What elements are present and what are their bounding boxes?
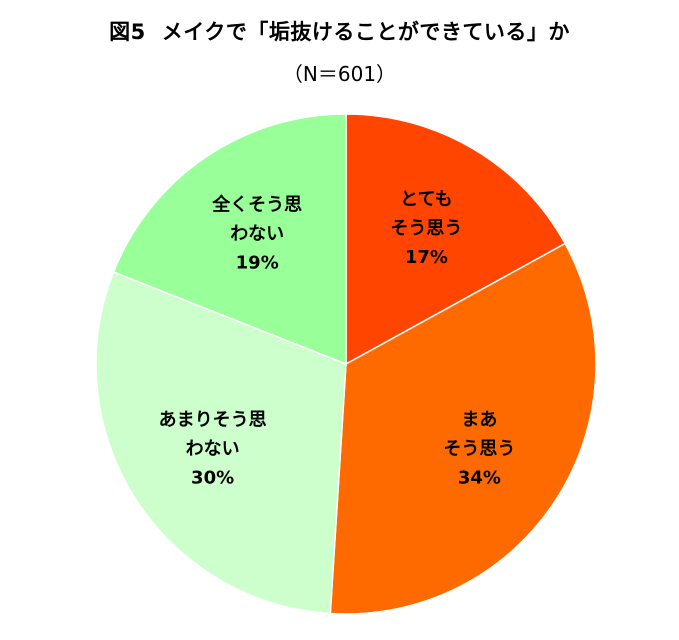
chart-title: 図5 メイクで「垢抜けることができている」か bbox=[0, 16, 679, 46]
slice-label-1: まあそう思う 34% bbox=[443, 410, 515, 489]
slice-percent: 34% bbox=[458, 468, 501, 489]
slice-category-line: わない bbox=[186, 439, 240, 460]
figure-number: 図5 bbox=[109, 20, 146, 44]
pie-slices bbox=[95, 113, 597, 615]
slice-label-3: 全くそう思わない 19% bbox=[211, 193, 302, 273]
chart-subtitle: （N＝601） bbox=[282, 62, 397, 86]
slice-category-line: そう思う bbox=[390, 218, 462, 239]
slice-category-line: わない bbox=[230, 223, 284, 244]
slice-label-2: あまりそう思わない 30% bbox=[159, 410, 267, 489]
pie-slice-1 bbox=[329, 242, 597, 615]
pie-slice-0 bbox=[345, 113, 567, 366]
slice-category-line: そう思う bbox=[443, 439, 515, 460]
slice-percent: 19% bbox=[236, 252, 279, 273]
title-text: メイクで「垢抜けることができている」か bbox=[161, 20, 570, 44]
pie-labels: とてもそう思う 17%まあそう思う 34%あまりそう思わない 30%全くそう思わない 1… bbox=[159, 189, 516, 489]
pie-slice-3 bbox=[112, 113, 347, 366]
slice-category-line: とても bbox=[400, 189, 453, 210]
slice-percent: 17% bbox=[405, 247, 448, 268]
slice-category-line: あまりそう思 bbox=[159, 410, 267, 431]
slice-category-line: 全くそう思 bbox=[211, 193, 302, 215]
slice-label-0: とてもそう思う 17% bbox=[390, 189, 462, 268]
slice-percent: 30% bbox=[191, 468, 234, 489]
pie-slice-2 bbox=[95, 270, 347, 615]
slice-category-line: まあ bbox=[461, 410, 497, 431]
